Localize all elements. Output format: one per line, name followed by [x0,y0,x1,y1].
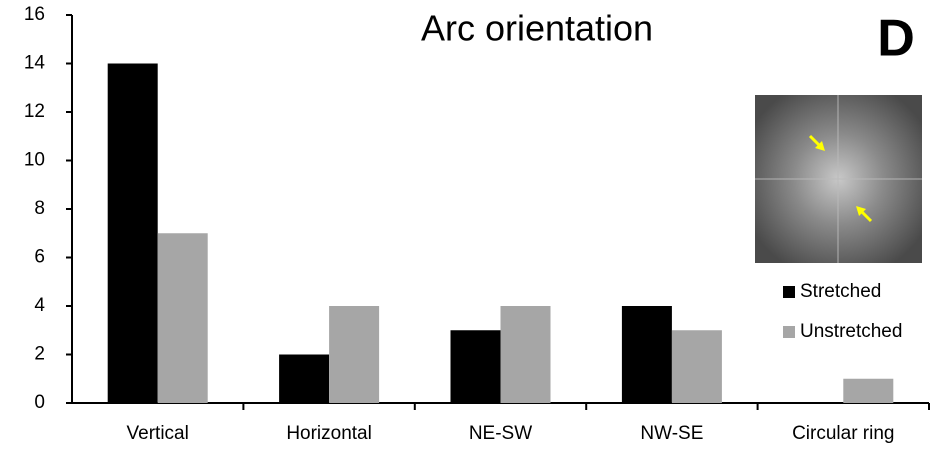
x-tick-label: NE-SW [469,423,532,444]
bar [672,330,722,403]
y-tick-label: 10 [24,150,45,171]
y-tick-label: 2 [34,344,45,365]
y-tick-label: 14 [24,53,46,74]
bar [622,306,672,403]
y-tick-label: 8 [34,198,45,219]
x-tick-label: Horizontal [286,423,372,444]
bar [108,64,158,404]
bar [329,306,379,403]
bar [279,355,329,404]
legend-label: Stretched [800,281,881,302]
chart-title: Arc orientation [421,8,653,49]
bar [843,379,893,403]
legend-swatch [783,286,795,298]
bar [501,306,551,403]
legend-swatch [783,326,795,338]
y-tick-label: 4 [34,295,45,316]
x-tick-label: Vertical [127,423,189,444]
y-tick-label: 0 [34,392,45,413]
bar [451,330,501,403]
inset-image [755,95,922,263]
y-tick-label: 16 [24,4,45,25]
x-tick-label: NW-SE [640,423,703,444]
y-tick-label: 12 [24,101,45,122]
x-tick-label: Circular ring [792,423,894,444]
bar [158,233,208,403]
chart: Arc orientation D 0 2 4 6 8 10 12 14 16 Vertical H… [0,0,935,455]
y-tick-label: 6 [34,247,45,268]
legend-label: Unstretched [800,321,902,342]
panel-label: D [877,10,915,68]
